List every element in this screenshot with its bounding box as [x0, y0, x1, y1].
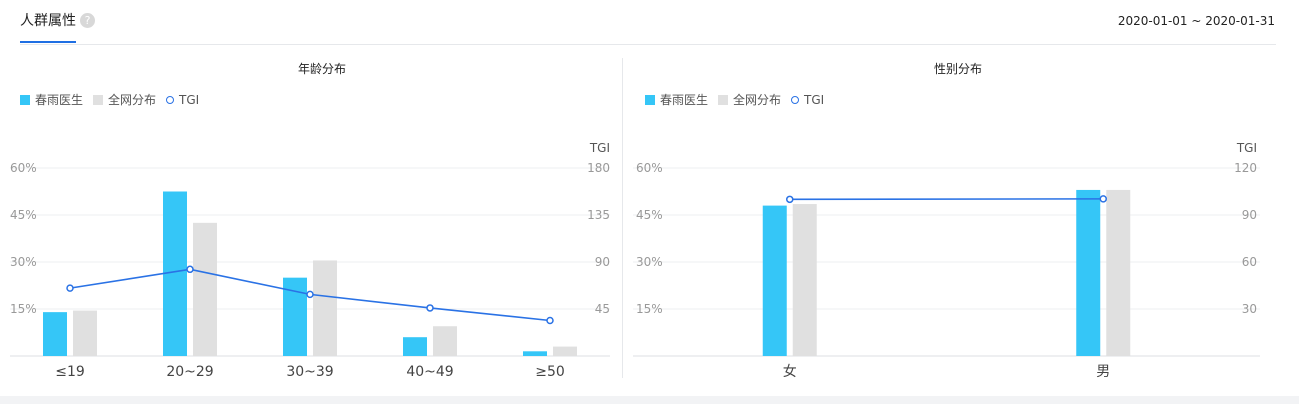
tab-active-indicator [20, 41, 76, 43]
gender-chart: 15% 30% 45% 60% 30 60 90 120 TGI 女 男 [633, 141, 1260, 380]
age-chart-legend: 春雨医生 全网分布 TGI [20, 91, 209, 108]
gender-bar-overall [1106, 189, 1131, 356]
age-bar-overall [73, 310, 97, 356]
age-bar-brand [523, 351, 547, 356]
legend-brand-label: 春雨医生 [35, 93, 84, 107]
legend-overall-swatch [718, 94, 729, 105]
tab-label: 人群属性 [20, 13, 76, 29]
age-y-left-tick-label: 15% [10, 302, 37, 316]
gender-y-right-tick-label: 120 [1234, 161, 1257, 175]
legend-tgi-label: TGI [804, 92, 825, 107]
gender-y-left-tick-label: 60% [636, 161, 663, 175]
age-tgi-point [426, 304, 434, 312]
age-y-right-tick-label: 45 [595, 302, 610, 316]
age-tgi-point [306, 290, 314, 299]
age-bar-brand [403, 337, 427, 356]
gender-chart-title: 性别分布 [933, 62, 982, 76]
tab-crowd-attributes[interactable]: 人群属性? [20, 10, 95, 44]
age-y-left-tick-label: 45% [10, 208, 37, 222]
age-tgi-point [546, 316, 554, 325]
age-y-right-tick-label: 180 [587, 161, 610, 175]
age-y-right-axis-label: TGI [589, 141, 610, 155]
age-y-right-tick-label: 135 [587, 208, 610, 222]
legend-item-tgi[interactable]: TGI [791, 93, 824, 107]
gender-bar-brand [1076, 189, 1101, 356]
age-y-left-tick-label: 60% [10, 161, 37, 175]
age-bar-overall [433, 326, 457, 356]
gender-y-right-tick-label: 60 [1242, 255, 1257, 269]
age-y-right-tick-label: 90 [595, 255, 610, 269]
gender-y-left-tick-label: 30% [636, 255, 663, 269]
footer-strip [0, 396, 1299, 404]
gender-tgi-point [786, 195, 794, 204]
gender-y-right-axis-label: TGI [1236, 141, 1257, 155]
legend-brand-label: 春雨医生 [660, 93, 709, 107]
age-x-tick-label: 30~39 [286, 364, 333, 380]
age-chart: 15% 30% 45% 60% 45 90 135 180 TGI ≤19 20~29 30~39 40… [10, 141, 610, 380]
legend-tgi-marker [791, 95, 800, 104]
gender-bar-brand [762, 205, 787, 356]
legend-overall-swatch [93, 94, 104, 105]
age-bar-brand [43, 312, 67, 356]
date-range[interactable]: 2020-01-01 ~ 2020-01-31 [1117, 14, 1275, 28]
age-y-left-tick-label: 30% [10, 255, 37, 269]
age-bar-overall [313, 260, 337, 356]
charts-divider [622, 58, 623, 378]
age-tgi-point [186, 265, 194, 274]
age-x-tick-label: ≥50 [535, 364, 565, 380]
age-tgi-point [66, 284, 74, 292]
legend-item-tgi[interactable]: TGI [166, 93, 199, 107]
legend-item-brand[interactable]: 春雨医生 [20, 91, 83, 108]
age-bar-brand [163, 191, 187, 356]
age-bar-overall [553, 346, 577, 356]
header-divider [20, 44, 1276, 45]
age-x-tick-label: 20~29 [166, 364, 213, 380]
age-chart-title: 年龄分布 [297, 62, 346, 76]
legend-item-overall[interactable]: 全网分布 [718, 91, 781, 108]
gender-y-right-tick-label: 30 [1242, 302, 1257, 316]
gender-tgi-point [1099, 195, 1107, 203]
age-x-tick-label: 40~49 [406, 364, 453, 380]
age-x-tick-label: ≤19 [55, 364, 85, 380]
legend-brand-swatch [20, 94, 30, 105]
legend-overall-label: 全网分布 [108, 93, 157, 107]
legend-tgi-marker [166, 95, 175, 104]
gender-bar-overall [792, 204, 817, 356]
legend-overall-label: 全网分布 [733, 93, 782, 107]
gender-x-tick-label: 女 [783, 363, 797, 380]
age-bar-overall [193, 222, 217, 356]
gender-x-tick-label: 男 [1096, 364, 1110, 380]
legend-tgi-label: TGI [179, 92, 200, 107]
help-icon[interactable]: ? [80, 13, 95, 28]
gender-y-left-tick-label: 15% [636, 302, 663, 316]
gender-y-left-tick-label: 45% [636, 208, 663, 222]
gender-y-right-tick-label: 90 [1242, 208, 1257, 222]
legend-item-overall[interactable]: 全网分布 [93, 91, 156, 108]
legend-item-brand[interactable]: 春雨医生 [645, 91, 708, 108]
legend-brand-swatch [645, 94, 655, 105]
gender-chart-legend: 春雨医生 全网分布 TGI [645, 91, 834, 108]
